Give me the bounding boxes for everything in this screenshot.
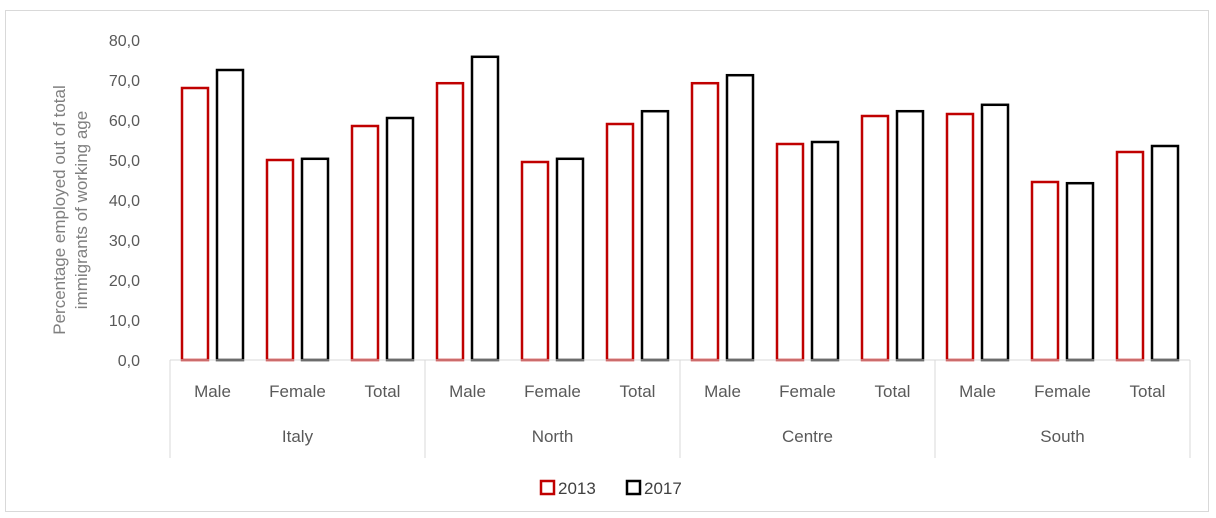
legend: 2013 2017 [539,479,682,498]
y-tick-label: 60,0 [109,113,140,130]
x-tick-label: Female [779,382,836,401]
bar-2017-centre-female [810,140,840,362]
y-tick-label: 30,0 [109,233,140,250]
x-tick-label: Total [620,382,656,401]
bar-2017-centre-male [725,73,755,362]
x-tick-label: Total [365,382,401,401]
x-tick-label: Male [704,382,741,401]
y-tick-label: 50,0 [109,153,140,170]
x-tick-label: Male [959,382,996,401]
bar-2017-italy-female [300,157,330,362]
y-tick-label: 10,0 [109,313,140,330]
bar-2017-south-female [1065,181,1095,362]
bar-2017-north-female [555,157,585,362]
bar-2013-italy-male [180,86,210,362]
y-tick-label: 70,0 [109,73,140,90]
y-axis-ticks: 0,0 10,0 20,0 30,0 40,0 50,0 60,0 70,0 80,0 [109,33,140,370]
y-tick-label: 0,0 [118,353,140,370]
bar-2013-centre-male [690,81,720,362]
y-tick-label: 40,0 [109,193,140,210]
bar-2017-south-total [1150,144,1180,362]
bar-2017-north-male [470,55,500,362]
x-tick-label: Male [449,382,486,401]
bar-2013-south-female [1030,180,1060,362]
bar-2013-south-male [945,112,975,362]
x-tick-label: Total [1130,382,1166,401]
bar-2013-italy-total [350,124,380,362]
bar-2017-italy-total [385,116,415,362]
bar-2017-north-total [640,109,670,362]
bar-2013-centre-female [775,142,805,362]
group-label-south: South [1040,427,1084,446]
bar-2017-centre-total [895,109,925,362]
x-tick-label: Female [1034,382,1091,401]
legend-swatch-2013 [539,479,556,496]
legend-label-2013: 2013 [558,479,596,498]
x-tick-label: Male [194,382,231,401]
bar-2017-south-male [980,103,1010,362]
bar-2013-north-male [435,81,465,362]
x-tick-label: Total [875,382,911,401]
legend-label-2017: 2017 [644,479,682,498]
bar-2013-centre-total [860,114,890,362]
group-label-italy: Italy [282,427,314,446]
bars [180,55,1180,362]
bar-2013-italy-female [265,158,295,362]
x-axis: Male Female Total Male Female Total Male Female… [169,359,1191,458]
y-tick-label: 80,0 [109,33,140,50]
group-label-north: North [532,427,574,446]
bar-2017-italy-male [215,68,245,362]
y-axis-label-line-1: Percentage employed out of total [50,85,69,335]
bar-2013-north-female [520,160,550,362]
group-label-centre: Centre [782,427,833,446]
x-tick-label: Female [269,382,326,401]
x-tick-label: Female [524,382,581,401]
legend-swatch-2017 [625,479,642,496]
bar-2013-north-total [605,122,635,362]
y-axis-label-line-2: immigrants of working age [72,111,91,309]
y-tick-label: 20,0 [109,273,140,290]
bar-2013-south-total [1115,150,1145,362]
